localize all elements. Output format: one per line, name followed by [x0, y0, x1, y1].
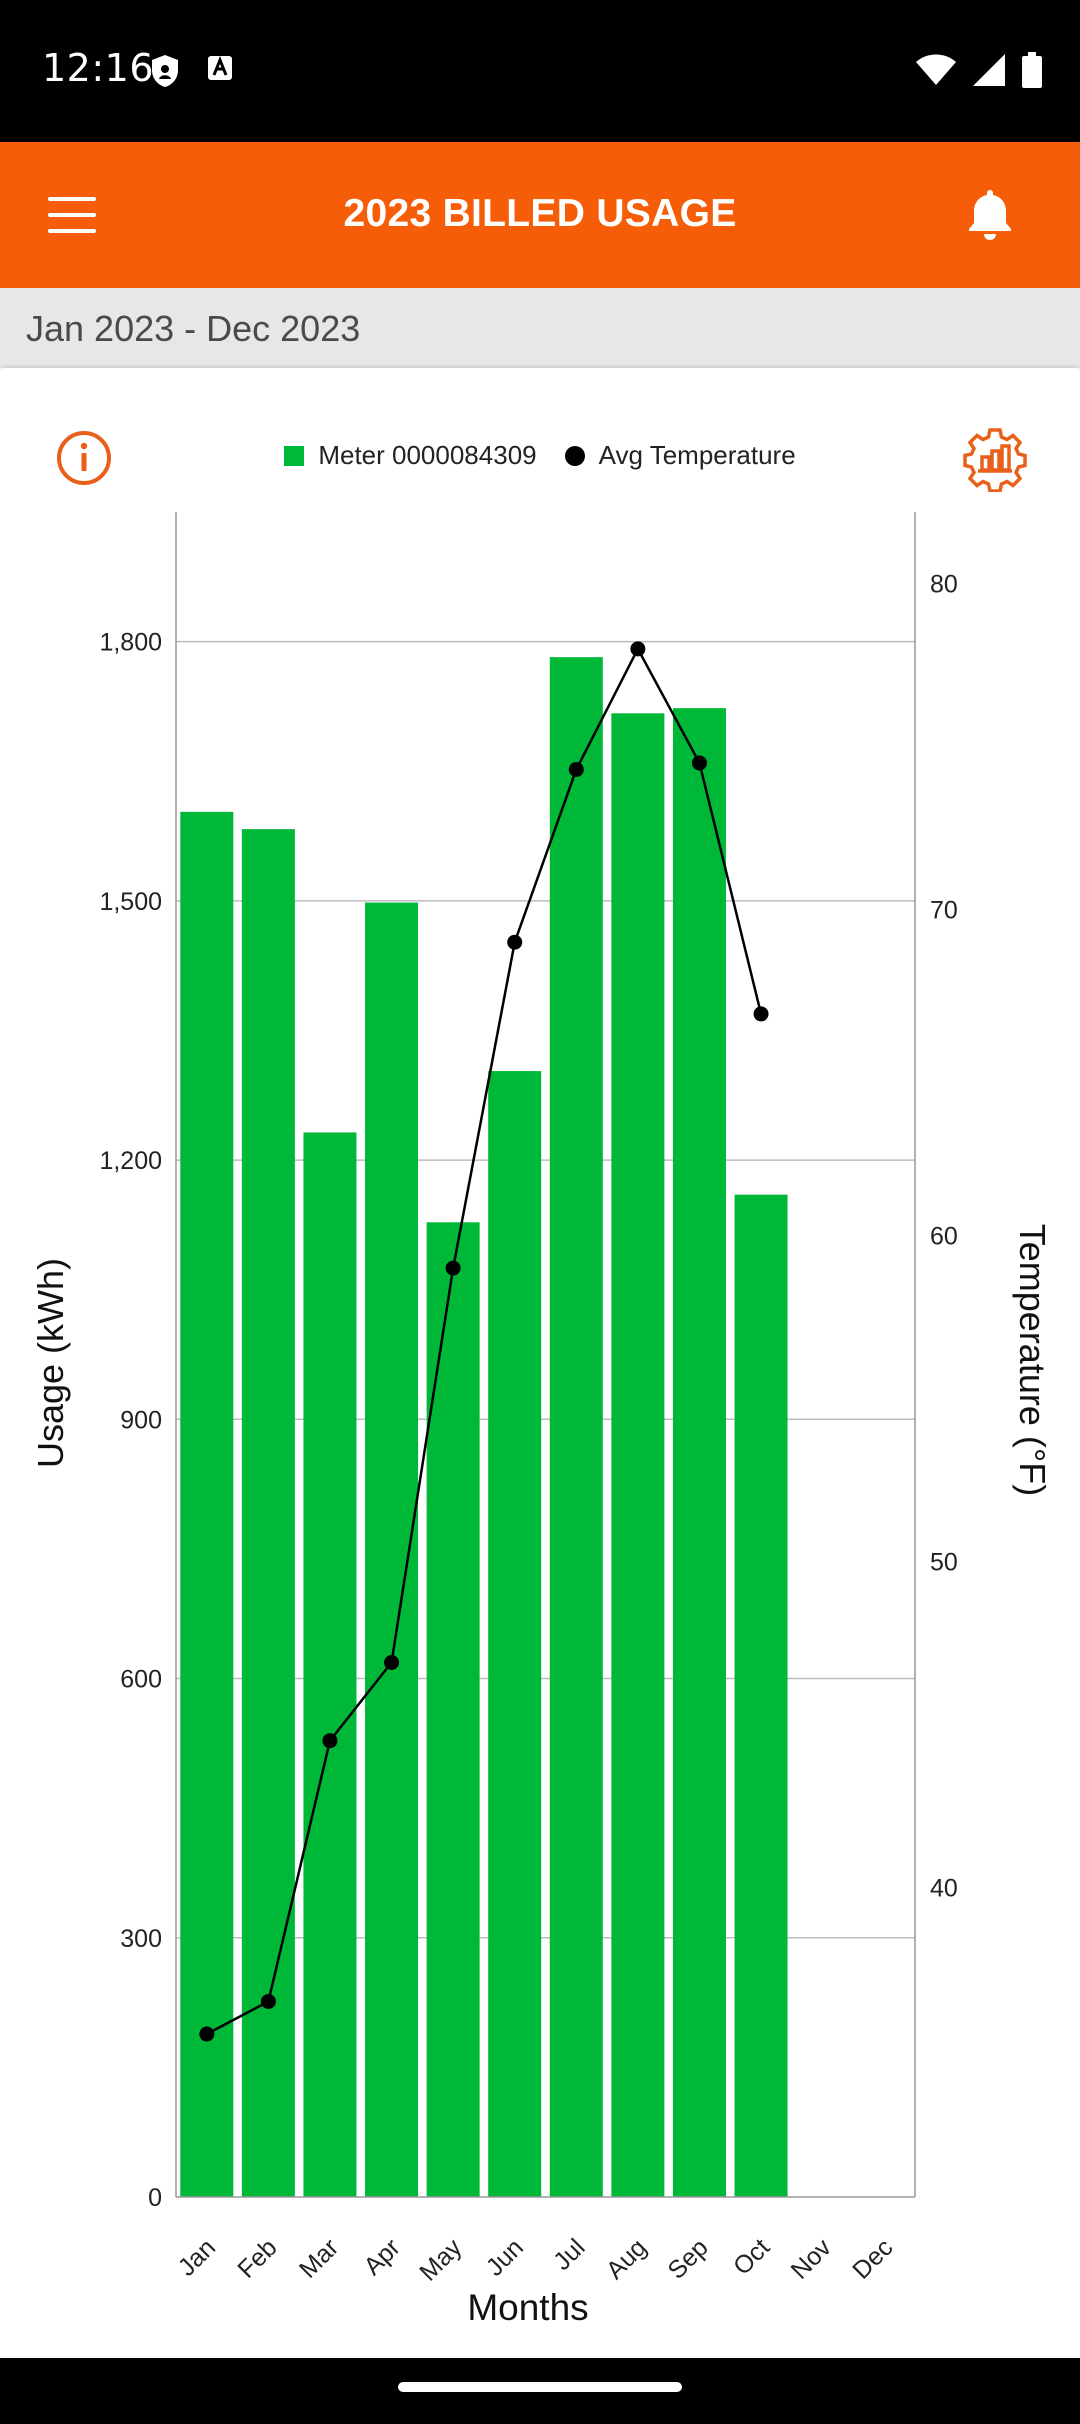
legend-item-temperature[interactable]: Avg Temperature [564, 440, 796, 471]
x-tick-label: Aug [601, 2233, 652, 2284]
temperature-point [322, 1733, 338, 1749]
y-tick-label: 600 [120, 1666, 162, 1694]
chart-settings-icon[interactable] [962, 426, 1028, 493]
y-tick-label: 0 [148, 2184, 162, 2212]
temperature-point [753, 1006, 769, 1022]
hamburger-menu-icon[interactable] [44, 191, 100, 239]
temperature-point [568, 761, 584, 777]
x-tick-label: Jun [481, 2233, 529, 2281]
wifi-icon [916, 54, 956, 91]
y2-tick-label: 80 [930, 571, 958, 599]
y2-tick-label: 60 [930, 1223, 958, 1251]
home-indicator[interactable] [398, 2382, 682, 2392]
x-axis-title: Months [467, 2287, 588, 2328]
usage-bar [426, 1222, 480, 2197]
y-tick-label: 1,800 [99, 629, 162, 657]
usage-bar [488, 1071, 542, 2197]
legend-swatch-bar [284, 445, 305, 466]
status-time: 12:16 [42, 46, 155, 90]
navigation-bar [0, 2358, 1080, 2424]
y2-axis-title: Temperature (°F) [1012, 1224, 1053, 1496]
temperature-point [507, 934, 523, 950]
y-tick-label: 1,500 [99, 888, 162, 916]
x-tick-label: Nov [786, 2233, 838, 2285]
x-tick-label: Mar [294, 2233, 344, 2283]
x-tick-label: Dec [847, 2233, 898, 2284]
usage-chart: 0 300 600 900 1,200 1,500 1,800 40 50 60 70 80 Jan Fe… [30, 512, 1053, 2328]
x-tick-label: May [414, 2233, 468, 2287]
y2-tick-label: 40 [930, 1874, 958, 1902]
temperature-point [384, 1654, 400, 1670]
battery-icon [1022, 52, 1042, 93]
y2-tick-label: 70 [930, 897, 958, 925]
usage-bar [734, 1194, 788, 2197]
bell-icon[interactable] [962, 186, 1018, 244]
legend-swatch-line [564, 445, 585, 466]
legend-label-temperature: Avg Temperature [598, 440, 796, 470]
x-tick-label: Sep [662, 2233, 713, 2284]
usage-bar [180, 811, 234, 2197]
legend-label-meter: Meter 0000084309 [318, 440, 537, 470]
x-tick-label: Jul [548, 2233, 590, 2275]
usage-bar [303, 1132, 357, 2197]
y-axis-title: Usage (kWh) [30, 1258, 71, 1468]
signal-icon [972, 53, 1006, 92]
x-tick-label: Apr [358, 2233, 405, 2280]
usage-bar [549, 657, 603, 2197]
info-icon[interactable] [54, 428, 114, 488]
temperature-point [260, 1993, 276, 2009]
x-tick-label: Jan [173, 2233, 221, 2281]
usage-bar [241, 829, 295, 2197]
x-tick-label: Feb [232, 2233, 282, 2283]
usage-bar [611, 713, 665, 2197]
font-icon [206, 54, 234, 93]
y-tick-label: 300 [120, 1925, 162, 1953]
usage-chart-card: Meter 0000084309 Avg Temperature 0 300 600… [0, 368, 1080, 2358]
app-bar: 2023 BILLED USAGE [0, 142, 1080, 288]
shield-icon [150, 54, 180, 93]
y-tick-label: 1,200 [99, 1147, 162, 1175]
status-bar: 12:16 [0, 0, 1080, 142]
y2-tick-label: 50 [930, 1548, 958, 1576]
temperature-point [691, 755, 707, 771]
temperature-line [206, 646, 763, 2036]
chart-legend: Meter 0000084309 Avg Temperature [0, 440, 1080, 471]
y-tick-label: 900 [120, 1406, 162, 1434]
legend-item-meter[interactable]: Meter 0000084309 [284, 440, 537, 471]
date-range-label: Jan 2023 - Dec 2023 [26, 308, 361, 349]
temperature-point [630, 641, 646, 657]
x-tick-label: Oct [728, 2233, 775, 2280]
temperature-point [445, 1260, 461, 1276]
date-range-bar: Jan 2023 - Dec 2023 [0, 288, 1080, 368]
page-title: 2023 BILLED USAGE [343, 192, 737, 235]
usage-bar [672, 708, 726, 2197]
temperature-point [199, 2026, 215, 2042]
